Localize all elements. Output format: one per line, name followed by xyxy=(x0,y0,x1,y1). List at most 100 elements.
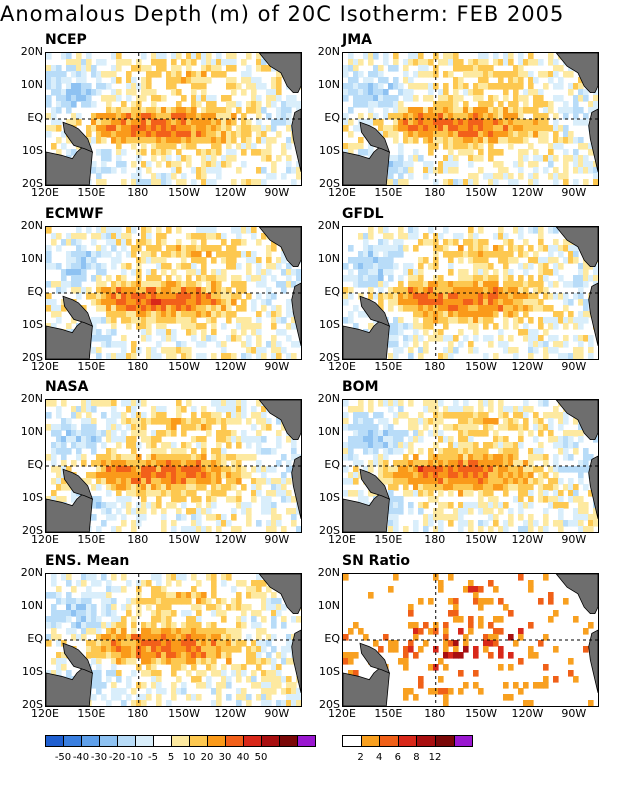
heatmap-cell xyxy=(176,53,182,60)
heatmap-cell xyxy=(131,616,137,623)
heatmap-cell xyxy=(393,436,399,443)
heatmap-cell xyxy=(373,442,379,449)
heatmap-cell xyxy=(343,287,349,294)
heatmap-cell xyxy=(453,424,459,431)
heatmap-cell xyxy=(221,514,227,521)
heatmap-cell xyxy=(528,454,534,461)
heatmap-cell xyxy=(51,299,57,306)
heatmap-cell xyxy=(498,526,504,532)
heatmap-cell xyxy=(348,406,354,413)
heatmap-cell xyxy=(71,71,77,78)
heatmap-cell xyxy=(543,107,549,114)
heatmap-cell xyxy=(131,520,137,527)
heatmap-cell xyxy=(151,628,157,635)
heatmap-cell xyxy=(196,113,202,120)
heatmap-cell xyxy=(483,245,489,252)
heatmap-cell xyxy=(111,664,117,671)
heatmap-cell xyxy=(141,496,147,503)
heatmap-cell xyxy=(438,418,444,425)
heatmap-cell xyxy=(266,526,272,532)
heatmap-cell xyxy=(166,113,172,120)
heatmap-cell xyxy=(96,167,102,174)
heatmap-cell xyxy=(146,490,152,497)
heatmap-cell xyxy=(513,179,519,185)
heatmap-cell xyxy=(528,53,534,60)
heatmap-cell xyxy=(276,317,282,324)
heatmap-cell xyxy=(368,323,374,330)
heatmap-cell xyxy=(126,508,132,515)
heatmap-cell xyxy=(588,161,594,168)
heatmap-cell xyxy=(393,526,399,532)
heatmap-cell xyxy=(408,460,414,467)
heatmap-cell xyxy=(583,508,589,515)
heatmap-cell xyxy=(91,293,97,300)
heatmap-cell xyxy=(161,508,167,515)
heatmap-cell xyxy=(181,257,187,264)
heatmap-cell xyxy=(261,592,267,599)
heatmap-cell xyxy=(403,131,409,138)
heatmap-cell xyxy=(573,275,579,282)
heatmap-cell xyxy=(448,113,454,120)
heatmap-cell xyxy=(408,490,414,497)
heatmap-cell xyxy=(151,502,157,509)
heatmap-cell xyxy=(176,472,182,479)
heatmap-cell xyxy=(513,424,519,431)
heatmap-cell xyxy=(503,251,509,258)
heatmap-cell xyxy=(206,502,212,509)
heatmap-cell xyxy=(126,293,132,300)
heatmap-cell xyxy=(378,269,384,276)
heatmap-cell xyxy=(498,502,504,509)
heatmap-cell xyxy=(251,646,257,653)
heatmap-cell xyxy=(141,628,147,635)
heatmap-cell xyxy=(448,161,454,168)
heatmap-cell xyxy=(433,442,439,449)
heatmap-cell xyxy=(558,107,564,114)
heatmap-cell xyxy=(503,490,509,497)
heatmap-cell xyxy=(523,59,529,66)
heatmap-cell xyxy=(553,137,559,144)
heatmap-cell xyxy=(518,472,524,479)
heatmap-cell xyxy=(418,293,424,300)
heatmap-cell xyxy=(503,257,509,264)
heatmap-cell xyxy=(503,436,509,443)
heatmap-cell xyxy=(91,676,97,683)
heatmap-cell xyxy=(388,155,394,162)
heatmap-cell xyxy=(221,580,227,587)
heatmap-cell xyxy=(378,418,384,425)
heatmap-cell xyxy=(383,454,389,461)
heatmap-cell xyxy=(91,460,97,467)
heatmap-cell xyxy=(418,436,424,443)
heatmap-cell xyxy=(463,460,469,467)
heatmap-cell xyxy=(453,137,459,144)
heatmap-cell xyxy=(358,436,364,443)
heatmap-cell xyxy=(46,299,52,306)
heatmap-cell xyxy=(286,490,292,497)
heatmap-cell xyxy=(136,299,142,306)
heatmap-cell xyxy=(101,442,107,449)
heatmap-cell xyxy=(161,347,167,354)
heatmap-cell xyxy=(101,137,107,144)
heatmap-cell xyxy=(66,149,72,156)
heatmap-cell xyxy=(226,263,232,270)
heatmap-cell xyxy=(513,137,519,144)
heatmap-cell xyxy=(96,233,102,240)
heatmap-cell xyxy=(201,526,207,532)
heatmap-cell xyxy=(201,592,207,599)
heatmap-cell xyxy=(528,227,534,234)
heatmap-cell xyxy=(231,83,237,90)
heatmap-cell xyxy=(413,418,419,425)
heatmap-cell xyxy=(161,628,167,635)
heatmap-cell xyxy=(161,323,167,330)
heatmap-cell xyxy=(66,604,72,611)
heatmap-cell xyxy=(488,137,494,144)
heatmap-cell xyxy=(428,400,434,407)
heatmap-cell xyxy=(176,400,182,407)
heatmap-cell xyxy=(211,514,217,521)
heatmap-cell xyxy=(473,143,479,150)
heatmap-cell xyxy=(161,311,167,318)
heatmap-cell xyxy=(593,436,598,443)
heatmap-cell xyxy=(503,113,509,120)
heatmap-cell xyxy=(141,670,147,677)
heatmap-cell xyxy=(141,430,147,437)
heatmap-cell xyxy=(96,245,102,252)
